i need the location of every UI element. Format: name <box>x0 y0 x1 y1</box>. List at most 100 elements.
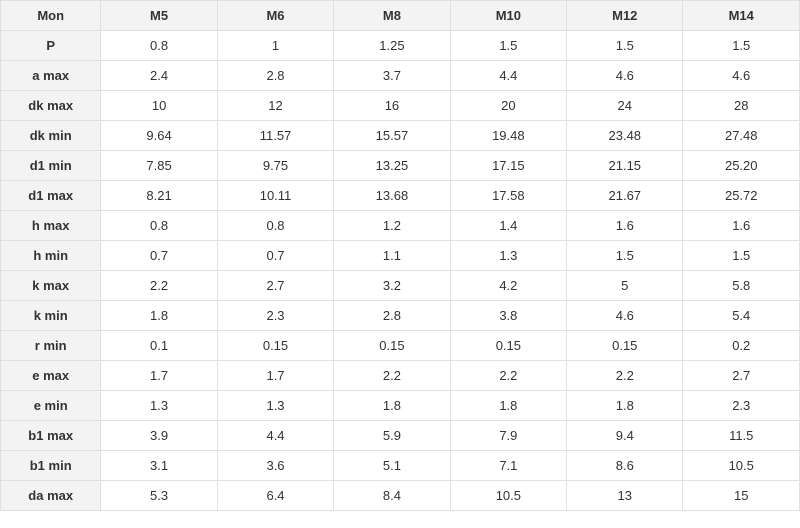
table-row: k min1.82.32.83.84.65.4 <box>1 301 800 331</box>
cell: 4.4 <box>450 61 566 91</box>
cell: 1.8 <box>334 391 450 421</box>
row-label: b1 min <box>1 451 101 481</box>
cell: 1.5 <box>567 31 683 61</box>
cell: 5.3 <box>101 481 217 511</box>
cell: 1.1 <box>334 241 450 271</box>
cell: 2.7 <box>217 271 333 301</box>
cell: 2.2 <box>334 361 450 391</box>
cell: 1.6 <box>567 211 683 241</box>
table-row: d1 min7.859.7513.2517.1521.1525.20 <box>1 151 800 181</box>
cell: 10.5 <box>450 481 566 511</box>
table-row: e max1.71.72.22.22.22.7 <box>1 361 800 391</box>
cell: 2.3 <box>683 391 800 421</box>
cell: 5.4 <box>683 301 800 331</box>
table-row: r min0.10.150.150.150.150.2 <box>1 331 800 361</box>
cell: 1 <box>217 31 333 61</box>
cell: 2.8 <box>217 61 333 91</box>
row-label: da max <box>1 481 101 511</box>
cell: 4.6 <box>567 301 683 331</box>
spec-table: Mon M5 M6 M8 M10 M12 M14 P0.811.251.51.5… <box>0 0 800 511</box>
cell: 8.6 <box>567 451 683 481</box>
table-row: e min1.31.31.81.81.82.3 <box>1 391 800 421</box>
cell: 21.67 <box>567 181 683 211</box>
cell: 17.15 <box>450 151 566 181</box>
cell: 10.5 <box>683 451 800 481</box>
cell: 4.2 <box>450 271 566 301</box>
cell: 13.68 <box>334 181 450 211</box>
cell: 5.1 <box>334 451 450 481</box>
row-label: k min <box>1 301 101 331</box>
cell: 3.1 <box>101 451 217 481</box>
cell: 0.15 <box>334 331 450 361</box>
cell: 3.6 <box>217 451 333 481</box>
cell: 28 <box>683 91 800 121</box>
cell: 1.4 <box>450 211 566 241</box>
cell: 1.25 <box>334 31 450 61</box>
cell: 3.7 <box>334 61 450 91</box>
cell: 2.8 <box>334 301 450 331</box>
cell: 3.2 <box>334 271 450 301</box>
row-label: d1 max <box>1 181 101 211</box>
cell: 4.6 <box>683 61 800 91</box>
row-label: e min <box>1 391 101 421</box>
cell: 1.5 <box>450 31 566 61</box>
col-header: M6 <box>217 1 333 31</box>
cell: 2.2 <box>101 271 217 301</box>
col-header: M5 <box>101 1 217 31</box>
row-label: P <box>1 31 101 61</box>
row-label: h min <box>1 241 101 271</box>
row-label: dk max <box>1 91 101 121</box>
cell: 0.8 <box>217 211 333 241</box>
cell: 0.2 <box>683 331 800 361</box>
cell: 9.75 <box>217 151 333 181</box>
col-header: M12 <box>567 1 683 31</box>
table-row: d1 max8.2110.1113.6817.5821.6725.72 <box>1 181 800 211</box>
col-header: M8 <box>334 1 450 31</box>
cell: 1.8 <box>101 301 217 331</box>
cell: 5.9 <box>334 421 450 451</box>
row-label: dk min <box>1 121 101 151</box>
cell: 2.7 <box>683 361 800 391</box>
cell: 24 <box>567 91 683 121</box>
table-row: h min0.70.71.11.31.51.5 <box>1 241 800 271</box>
cell: 4.6 <box>567 61 683 91</box>
table-row: a max2.42.83.74.44.64.6 <box>1 61 800 91</box>
table-row: b1 max3.94.45.97.99.411.5 <box>1 421 800 451</box>
cell: 2.3 <box>217 301 333 331</box>
row-label: h max <box>1 211 101 241</box>
cell: 1.8 <box>450 391 566 421</box>
cell: 1.6 <box>683 211 800 241</box>
cell: 9.64 <box>101 121 217 151</box>
row-label: k max <box>1 271 101 301</box>
cell: 4.4 <box>217 421 333 451</box>
col-header: M14 <box>683 1 800 31</box>
cell: 0.15 <box>217 331 333 361</box>
cell: 13.25 <box>334 151 450 181</box>
cell: 21.15 <box>567 151 683 181</box>
cell: 2.2 <box>450 361 566 391</box>
table-row: dk min9.6411.5715.5719.4823.4827.48 <box>1 121 800 151</box>
cell: 5.8 <box>683 271 800 301</box>
cell: 0.1 <box>101 331 217 361</box>
cell: 7.1 <box>450 451 566 481</box>
cell: 0.8 <box>101 211 217 241</box>
cell: 3.9 <box>101 421 217 451</box>
cell: 1.5 <box>567 241 683 271</box>
cell: 0.15 <box>567 331 683 361</box>
cell: 0.15 <box>450 331 566 361</box>
table-body: P0.811.251.51.51.5a max2.42.83.74.44.64.… <box>1 31 800 511</box>
cell: 1.5 <box>683 31 800 61</box>
table-row: k max2.22.73.24.255.8 <box>1 271 800 301</box>
col-header: Mon <box>1 1 101 31</box>
table-row: b1 min3.13.65.17.18.610.5 <box>1 451 800 481</box>
cell: 12 <box>217 91 333 121</box>
cell: 0.8 <box>101 31 217 61</box>
cell: 1.7 <box>101 361 217 391</box>
cell: 25.20 <box>683 151 800 181</box>
row-label: r min <box>1 331 101 361</box>
table-header-row: Mon M5 M6 M8 M10 M12 M14 <box>1 1 800 31</box>
row-label: e max <box>1 361 101 391</box>
row-label: b1 max <box>1 421 101 451</box>
cell: 11.57 <box>217 121 333 151</box>
cell: 9.4 <box>567 421 683 451</box>
